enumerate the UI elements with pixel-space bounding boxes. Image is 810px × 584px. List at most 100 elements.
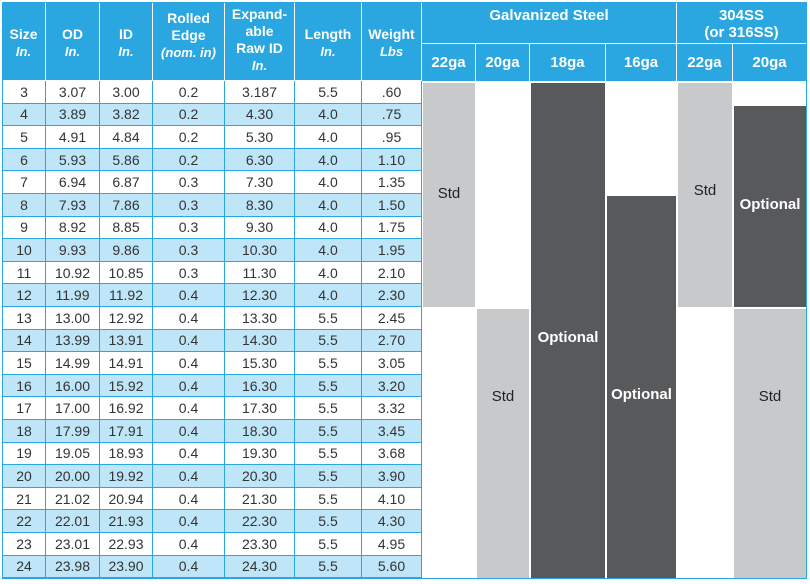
table-cell: 24.30 <box>225 555 295 579</box>
table-row <box>2 216 422 240</box>
table-cell: 1.50 <box>362 194 422 217</box>
table-cell: 11.92 <box>100 284 153 307</box>
table-cell: 7 <box>2 171 46 194</box>
table-cell: 12.30 <box>225 284 295 307</box>
table-cell: 22.93 <box>100 533 153 556</box>
table-cell: 4.0 <box>295 103 362 127</box>
table-cell: 3.00 <box>100 81 153 104</box>
header-size: Size In. <box>2 2 46 81</box>
table-cell: 17.00 <box>46 397 100 420</box>
table-cell: 0.4 <box>153 442 225 466</box>
table-row <box>2 397 422 420</box>
table-cell: 9 <box>2 216 46 240</box>
optional-label: Optional <box>611 385 672 403</box>
table-cell: 8.85 <box>100 216 153 240</box>
table-cell: 0.3 <box>153 239 225 262</box>
table-cell: 6.94 <box>46 171 100 194</box>
header-length: Length In. <box>295 2 362 81</box>
table-cell: 0.4 <box>153 465 225 488</box>
table-cell: 5.5 <box>295 510 362 533</box>
table-cell: 17 <box>2 397 46 420</box>
availability-block-3: Std <box>477 309 529 579</box>
table-cell: 0.2 <box>153 81 225 104</box>
std-label: Std <box>758 388 782 406</box>
gauge-header-5: 20ga <box>733 44 807 81</box>
table-cell: 11 <box>2 261 46 285</box>
table-cell: 0.4 <box>153 374 225 398</box>
table-cell: 4.0 <box>295 171 362 194</box>
table-row <box>2 329 422 353</box>
gauge-header-0: 22ga <box>422 44 476 81</box>
table-cell: 9.86 <box>100 239 153 262</box>
gauge-header-3: 16ga <box>606 44 677 81</box>
std-label: Std <box>437 184 461 202</box>
table-cell: 0.4 <box>153 397 225 420</box>
availability-block-9 <box>734 83 806 104</box>
availability-block-2 <box>477 83 529 307</box>
table-cell: 2.30 <box>362 284 422 307</box>
header-galvanized-steel: Galvanized Steel <box>422 2 677 44</box>
header-expand-unit: In. <box>251 58 268 73</box>
table-cell: 0.4 <box>153 284 225 307</box>
table-cell: 7.30 <box>225 171 295 194</box>
table-cell: .75 <box>362 103 422 127</box>
table-cell: 0.4 <box>153 329 225 353</box>
availability-block-4: Optional <box>531 83 605 579</box>
header-length-label: Length <box>304 26 352 42</box>
table-row <box>2 487 422 511</box>
table-cell: 23.98 <box>46 555 100 579</box>
table-cell: 5.30 <box>225 126 295 149</box>
header-304ss: 304SS <box>718 7 765 24</box>
availability-block-0: Std <box>423 83 475 307</box>
gauge-header-2: 18ga <box>530 44 606 81</box>
table-cell: 3.89 <box>46 103 100 127</box>
table-cell: 21.93 <box>100 510 153 533</box>
table-row <box>2 533 422 556</box>
table-row <box>2 103 422 127</box>
table-cell: 5.5 <box>295 374 362 398</box>
table-cell: 24 <box>2 555 46 579</box>
header-weight: Weight Lbs <box>362 2 422 81</box>
availability-block-11: Std <box>734 309 806 579</box>
table-row <box>2 239 422 262</box>
table-cell: 13.00 <box>46 307 100 330</box>
table-cell: 22 <box>2 510 46 533</box>
header-expand: Expand-able Raw ID In. <box>225 2 295 81</box>
header-316ss: (or 316SS) <box>704 24 779 41</box>
availability-block-8 <box>678 309 732 579</box>
table-cell: 4.0 <box>295 284 362 307</box>
table-cell: 4.0 <box>295 126 362 149</box>
table-cell: 13 <box>2 307 46 330</box>
table-cell: 4.84 <box>100 126 153 149</box>
table-cell: 13.91 <box>100 329 153 353</box>
table-cell: 6.87 <box>100 171 153 194</box>
table-cell: 4.0 <box>295 148 362 172</box>
table-cell: 0.3 <box>153 171 225 194</box>
table-cell: 5.5 <box>295 329 362 353</box>
table-cell: 0.2 <box>153 126 225 149</box>
table-row <box>2 352 422 375</box>
table-cell: 4.0 <box>295 194 362 217</box>
table-row <box>2 171 422 194</box>
table-cell: 3.45 <box>362 420 422 443</box>
table-row <box>2 148 422 172</box>
optional-label: Optional <box>537 329 599 347</box>
header-od-unit: In. <box>64 44 81 59</box>
header-id-unit: In. <box>118 44 134 59</box>
table-cell: 2.70 <box>362 329 422 353</box>
table-cell: 20.00 <box>46 465 100 488</box>
table-cell: 5.5 <box>295 397 362 420</box>
header-od-label: OD <box>62 26 83 42</box>
table-cell: 14.30 <box>225 329 295 353</box>
table-cell: 23 <box>2 533 46 556</box>
table-cell: 14.99 <box>46 352 100 375</box>
table-cell: 21 <box>2 487 46 511</box>
table-cell: 19 <box>2 442 46 466</box>
table-cell: 1.75 <box>362 216 422 240</box>
table-cell: 5.86 <box>100 148 153 172</box>
table-cell: 22.30 <box>225 510 295 533</box>
table-cell: 13.30 <box>225 307 295 330</box>
table-cell: 5.5 <box>295 533 362 556</box>
table-row <box>2 555 422 579</box>
